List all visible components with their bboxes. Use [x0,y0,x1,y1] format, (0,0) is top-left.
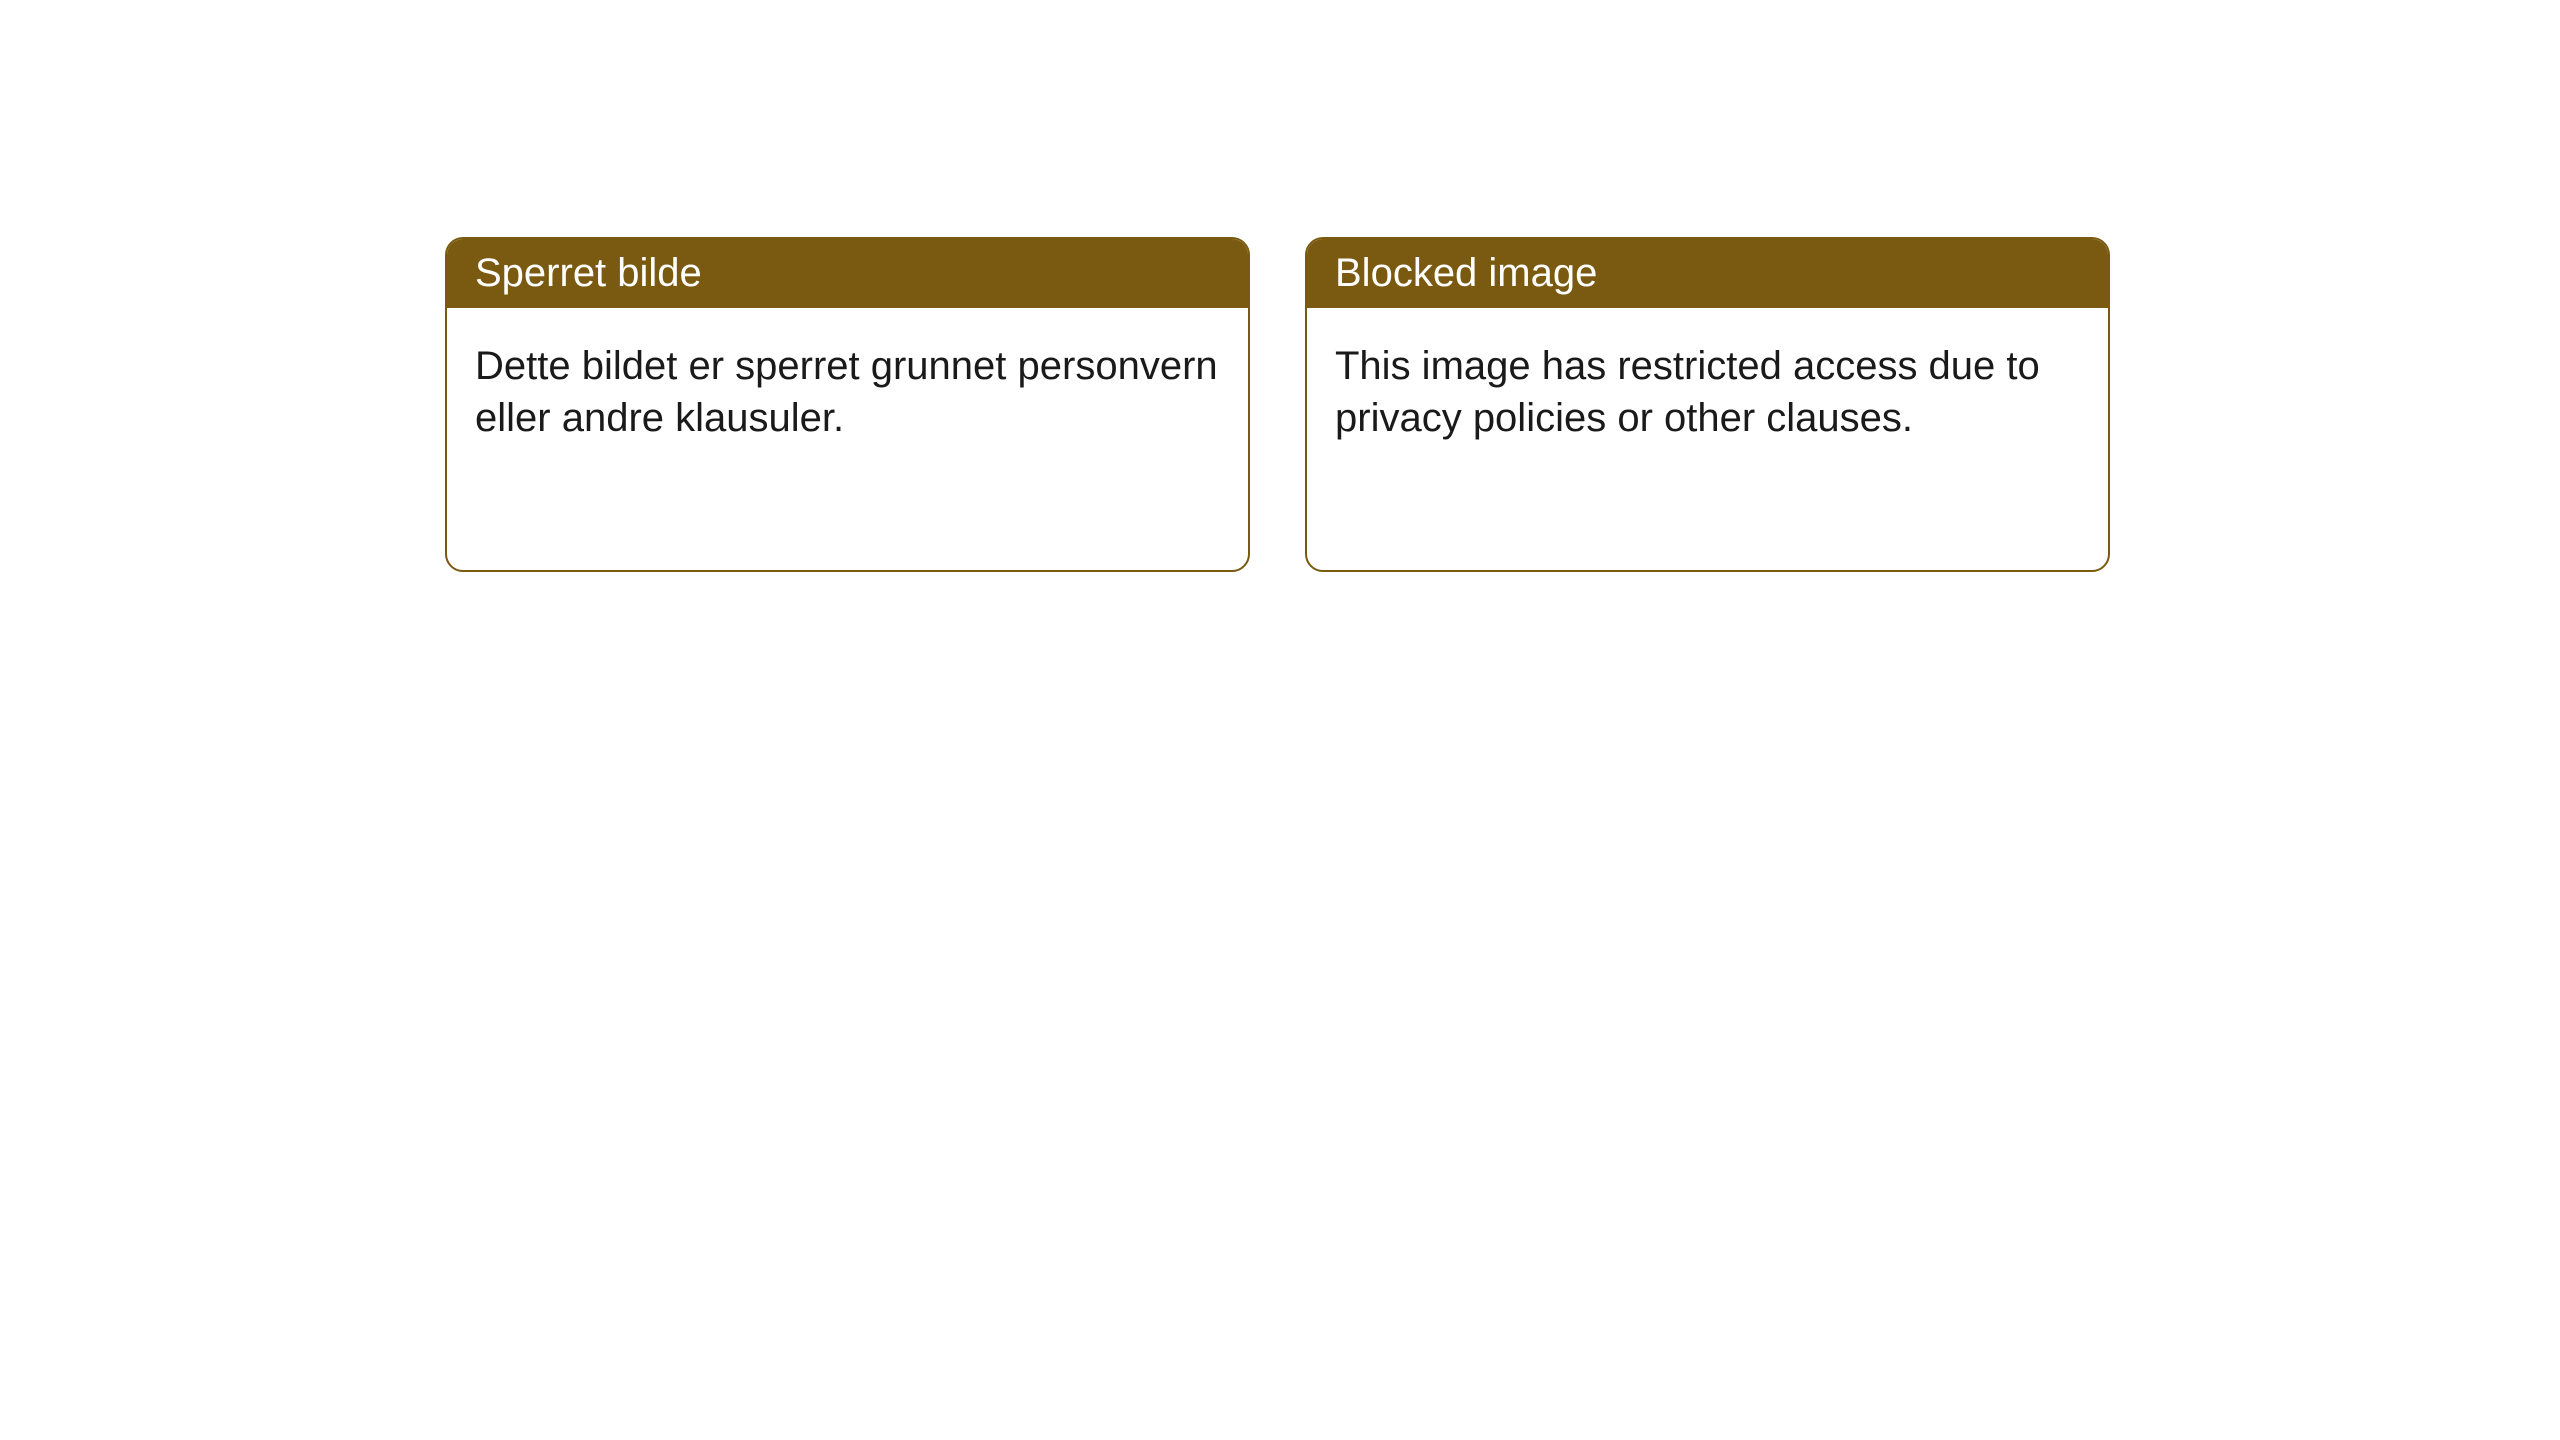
notice-header: Blocked image [1307,239,2108,308]
notice-container: Sperret bilde Dette bildet er sperret gr… [0,0,2560,572]
notice-body: This image has restricted access due to … [1307,308,2108,476]
notice-header: Sperret bilde [447,239,1248,308]
notice-box-norwegian: Sperret bilde Dette bildet er sperret gr… [445,237,1250,572]
notice-box-english: Blocked image This image has restricted … [1305,237,2110,572]
notice-text: This image has restricted access due to … [1335,344,2040,440]
notice-title: Blocked image [1335,251,1597,295]
notice-title: Sperret bilde [475,251,702,295]
notice-body: Dette bildet er sperret grunnet personve… [447,308,1248,476]
notice-text: Dette bildet er sperret grunnet personve… [475,344,1218,440]
